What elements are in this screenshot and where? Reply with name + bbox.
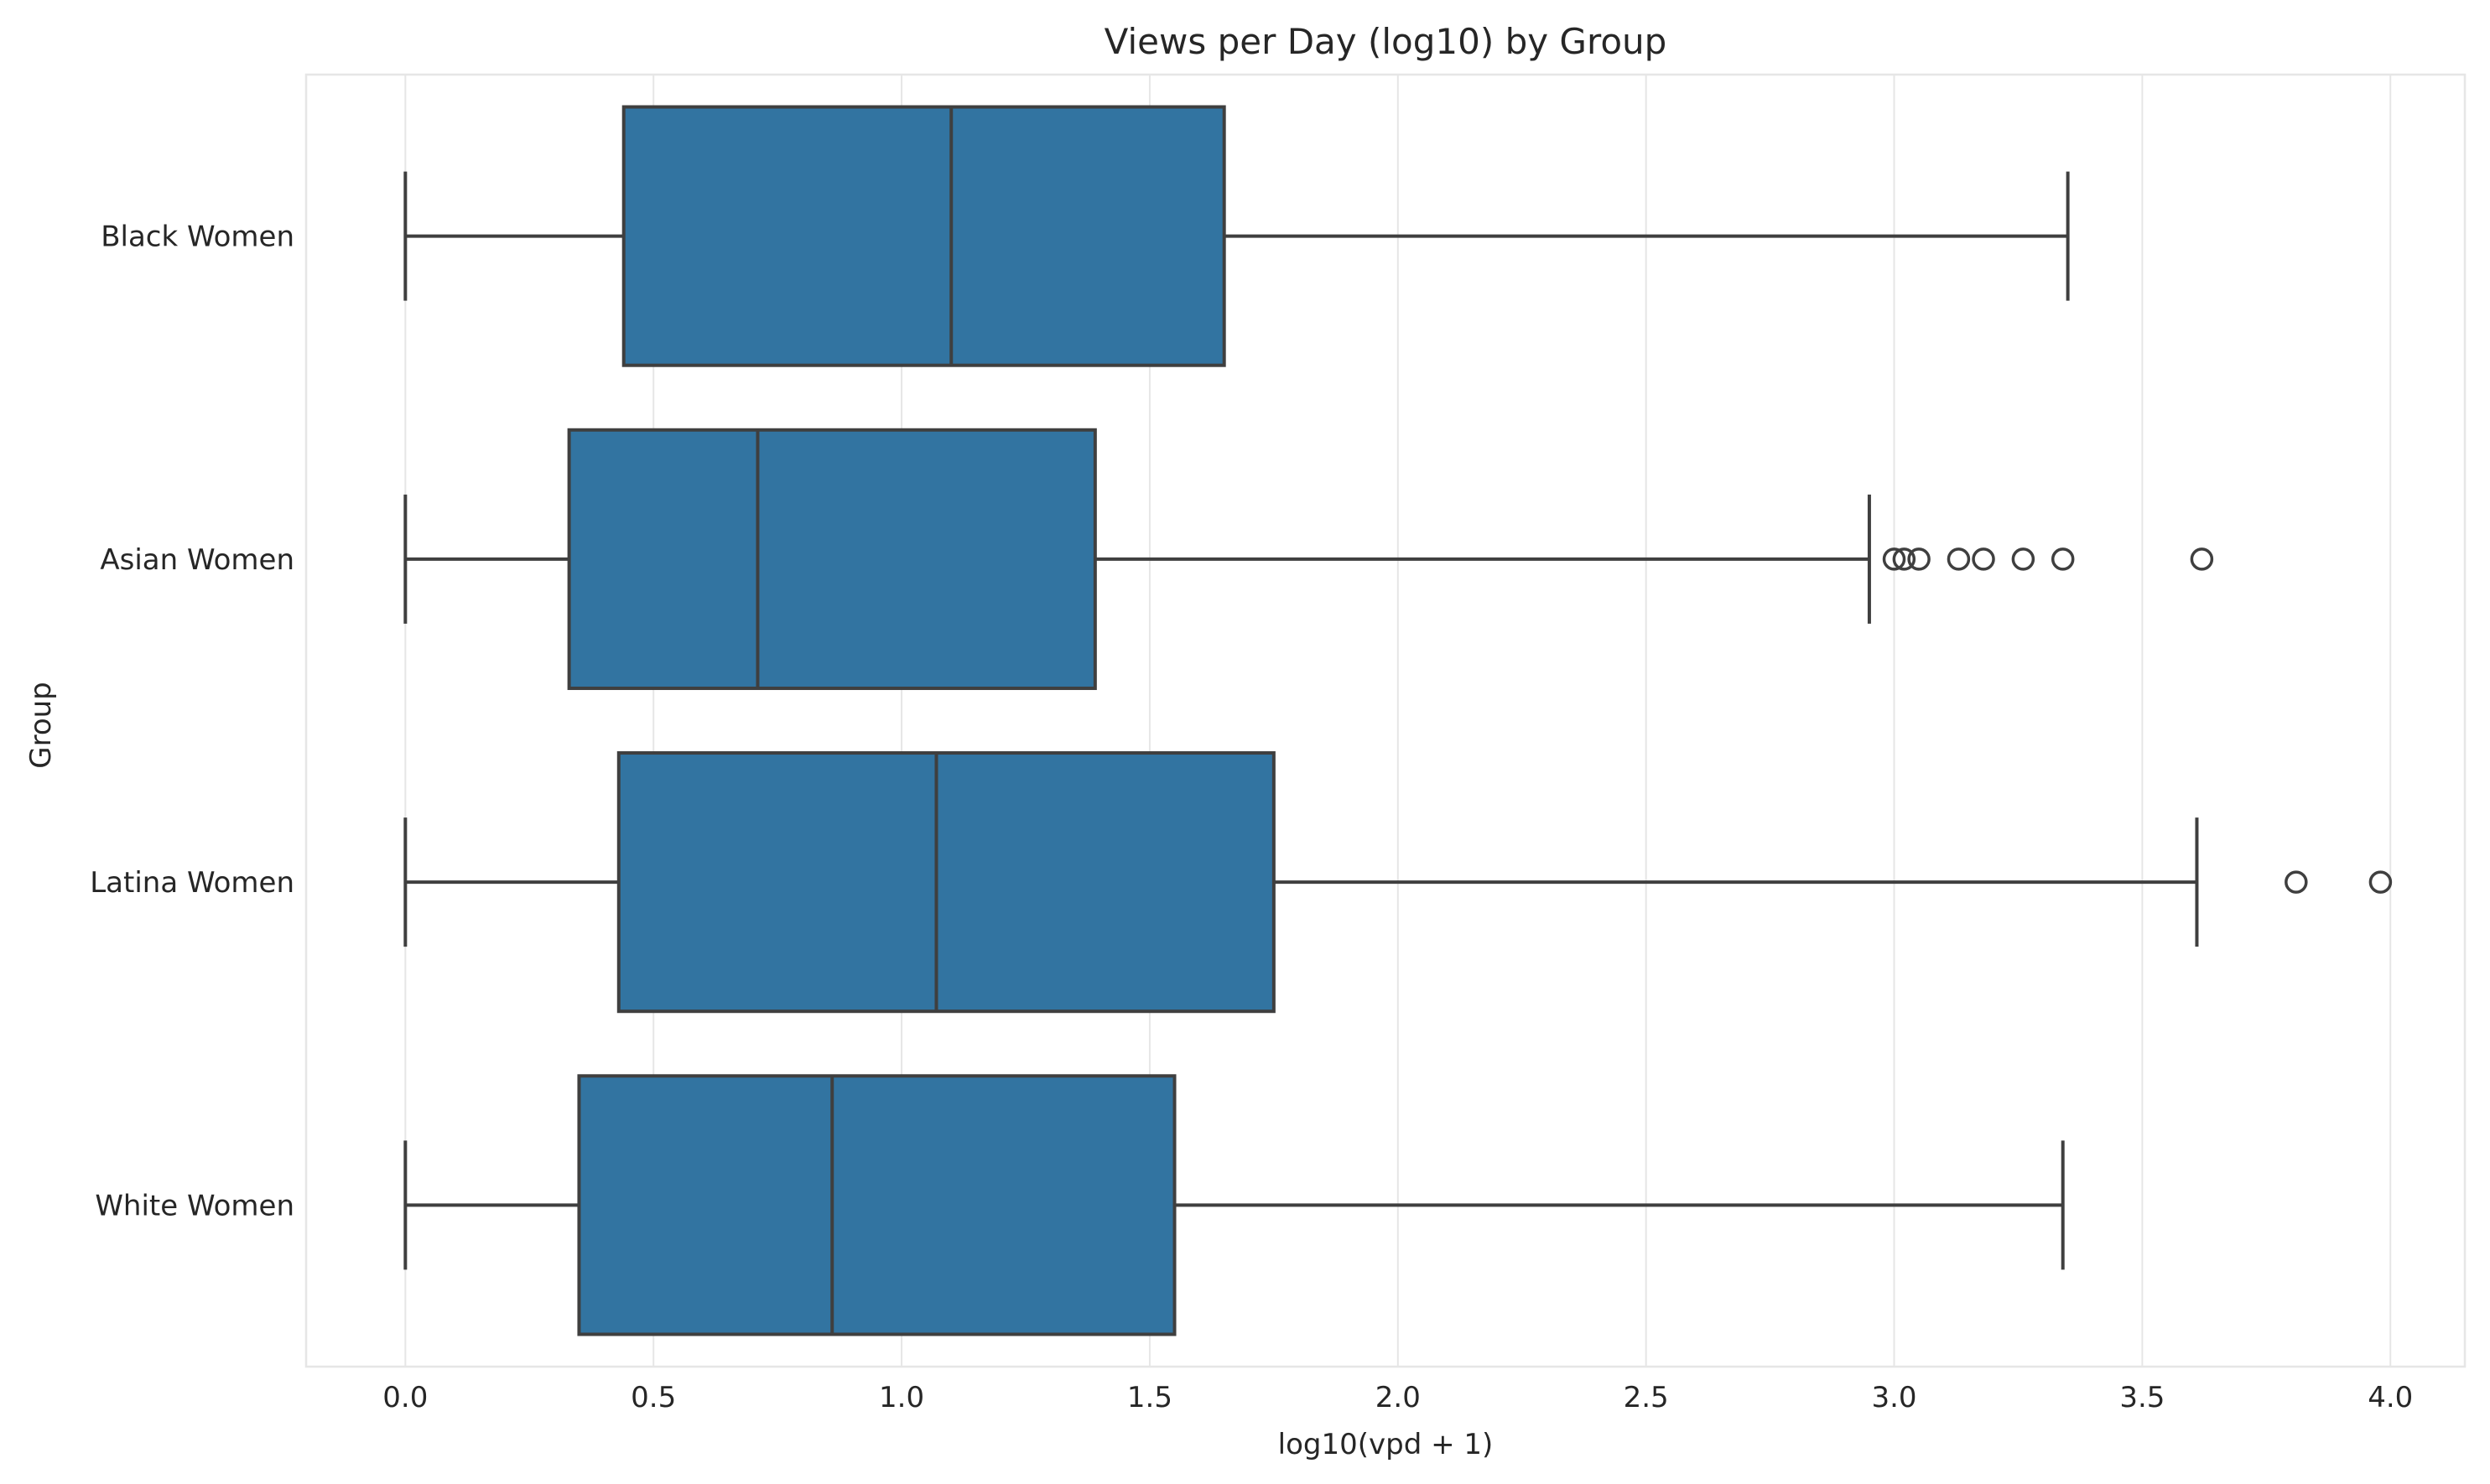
outlier-point [1947,547,1971,571]
outlier-point [1907,547,1931,571]
y-tick-label: White Women [95,1189,294,1222]
box-group [403,105,2070,367]
x-tick-label: 0.5 [631,1381,676,1414]
outlier-point [2011,547,2035,571]
x-tick-label: 4.0 [2368,1381,2413,1414]
outlier-point [2368,870,2393,894]
x-tick-label: 2.0 [1375,1381,1421,1414]
x-tick-label: 1.0 [879,1381,924,1414]
y-tick-label: Latina Women [90,866,294,900]
y-tick-labels: Black Women Asian Women Latina Women White … [90,221,294,1223]
x-tick-label: 0.0 [382,1381,428,1414]
box-iqr [621,105,1226,367]
outlier-point [2051,547,2075,571]
outlier-point [1972,547,1995,571]
x-axis-label: log10(vpd + 1) [1278,1428,1494,1461]
chart-title: Views per Day (log10) by Group [1105,21,1667,62]
outlier-point [1882,547,1906,571]
box-iqr [567,428,1097,690]
y-tick-label: Asian Women [100,543,294,577]
box-layer [403,105,2393,1336]
box-group [403,1074,2065,1336]
box-group [403,428,2214,690]
box-group [403,751,2393,1014]
outlier-point [2285,870,2308,894]
y-tick-label: Black Women [101,221,294,254]
x-tick-label: 3.5 [2119,1381,2165,1414]
outlier-point [1892,547,1916,571]
y-axis-label: Group [24,682,58,769]
box-iqr [616,751,1276,1014]
x-tick-label: 1.5 [1127,1381,1172,1414]
plot-frame [304,73,2467,1368]
x-tick-label: 2.5 [1624,1381,1669,1414]
x-tick-labels: 0.0 0.5 1.0 1.5 2.0 2.5 3.0 3.5 4.0 [382,1381,2413,1414]
x-tick-label: 3.0 [1871,1381,1916,1414]
box-iqr [577,1074,1177,1336]
outlier-point [2190,547,2214,571]
